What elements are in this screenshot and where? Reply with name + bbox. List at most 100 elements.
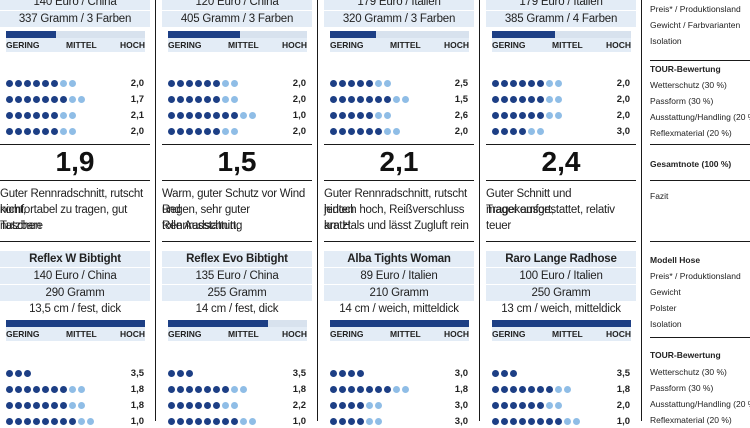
rating-dot bbox=[231, 80, 238, 87]
rating-dots bbox=[330, 110, 418, 122]
rating-score: 2,0 bbox=[292, 126, 306, 137]
rating-dot bbox=[24, 418, 31, 425]
legend-label: Ausstattung/Handling (20 %) bbox=[650, 112, 750, 122]
rating-dot bbox=[339, 370, 346, 377]
rating-score: 1,8 bbox=[454, 384, 468, 395]
isolation-meter: GERING MITTEL HOCH bbox=[168, 320, 307, 341]
rating-dot bbox=[402, 386, 409, 393]
scale-high: HOCH bbox=[281, 40, 307, 50]
rating-score: 1,7 bbox=[130, 94, 144, 105]
scale-mid: MITTEL bbox=[390, 329, 421, 339]
rating-dot bbox=[339, 96, 346, 103]
rating-dot bbox=[528, 418, 535, 425]
rating-dot bbox=[546, 96, 553, 103]
rating-dots bbox=[492, 78, 580, 90]
rating-dot bbox=[339, 402, 346, 409]
rating-dot bbox=[564, 402, 571, 409]
price-origin: 140 Euro / China bbox=[0, 0, 150, 10]
rating-dot bbox=[168, 386, 175, 393]
rating-dot bbox=[177, 112, 184, 119]
rating-dot bbox=[177, 370, 184, 377]
rating-dot bbox=[366, 96, 373, 103]
legend-divider bbox=[650, 241, 750, 242]
rating-dot bbox=[393, 370, 400, 377]
verdict-line: am Hals und lässt Zugluft rein bbox=[324, 220, 469, 232]
rating-score: 2,0 bbox=[616, 94, 630, 105]
rating-dot bbox=[186, 418, 193, 425]
rating-dot bbox=[195, 80, 202, 87]
rating-dot bbox=[15, 418, 22, 425]
rating-dot bbox=[213, 80, 220, 87]
rating-dot bbox=[510, 386, 517, 393]
meter-scale: GERING MITTEL HOCH bbox=[330, 327, 469, 341]
rating-dot bbox=[555, 96, 562, 103]
legend-divider bbox=[650, 180, 750, 181]
rating-dot bbox=[60, 96, 67, 103]
rating-dot bbox=[168, 370, 175, 377]
rating-dot bbox=[6, 128, 13, 135]
rating-dot bbox=[501, 96, 508, 103]
product-column-top: 179 Euro / Italien 320 Gramm / 3 Farben GE… bbox=[324, 0, 474, 421]
meter-scale: GERING MITTEL HOCH bbox=[492, 327, 631, 341]
scale-high: HOCH bbox=[281, 329, 307, 339]
rating-dot bbox=[33, 370, 40, 377]
rating-dot bbox=[222, 418, 229, 425]
rating-dot bbox=[204, 112, 211, 119]
section-divider bbox=[324, 241, 474, 242]
rating-dot bbox=[339, 386, 346, 393]
rating-dot bbox=[69, 418, 76, 425]
scale-high: HOCH bbox=[605, 329, 631, 339]
meter-fill bbox=[492, 320, 631, 327]
rating-dot bbox=[528, 128, 535, 135]
rating-dot bbox=[510, 80, 517, 87]
rating-dot bbox=[168, 112, 175, 119]
rating-dot bbox=[573, 370, 580, 377]
rating-row: 2,0 bbox=[168, 126, 306, 138]
rating-dot bbox=[168, 418, 175, 425]
rating-dot bbox=[204, 96, 211, 103]
overall-grade: 2,1 bbox=[379, 146, 419, 177]
rating-row: 2,0 bbox=[492, 110, 630, 122]
rating-dot bbox=[330, 112, 337, 119]
rating-dot bbox=[348, 418, 355, 425]
rating-score: 3,5 bbox=[130, 368, 144, 379]
rating-dot bbox=[42, 112, 49, 119]
rating-dot bbox=[573, 386, 580, 393]
legend-label: Polster bbox=[650, 303, 677, 313]
rating-dot bbox=[222, 128, 229, 135]
legend-heading: TOUR-Bewertung bbox=[650, 64, 721, 74]
rating-dot bbox=[492, 402, 499, 409]
rating-dot bbox=[240, 370, 247, 377]
rating-dot bbox=[546, 418, 553, 425]
rating-dot bbox=[537, 370, 544, 377]
scale-mid: MITTEL bbox=[66, 329, 97, 339]
scale-low: GERING bbox=[330, 40, 364, 50]
isolation-meter: GERING MITTEL HOCH bbox=[168, 31, 307, 52]
rating-dot bbox=[231, 370, 238, 377]
rating-dot bbox=[357, 386, 364, 393]
legend-label: Gewicht / Farbvarianten bbox=[650, 20, 741, 30]
rating-dot bbox=[177, 128, 184, 135]
rating-dot bbox=[231, 386, 238, 393]
rating-dot bbox=[492, 112, 499, 119]
rating-dot bbox=[330, 386, 337, 393]
rating-dot bbox=[24, 128, 31, 135]
rating-score: 3,0 bbox=[454, 368, 468, 379]
rating-dot bbox=[528, 80, 535, 87]
rating-dot bbox=[510, 370, 517, 377]
isolation-meter: GERING MITTEL HOCH bbox=[330, 320, 469, 341]
rating-row: 1,0 bbox=[492, 416, 630, 428]
section-divider bbox=[162, 180, 312, 181]
rating-dot bbox=[6, 370, 13, 377]
isolation-meter: GERING MITTEL HOCH bbox=[6, 31, 145, 52]
rating-dot bbox=[348, 402, 355, 409]
rating-dot bbox=[177, 418, 184, 425]
rating-dot bbox=[240, 402, 247, 409]
rating-dot bbox=[213, 418, 220, 425]
rating-dot bbox=[411, 370, 418, 377]
rating-dot bbox=[33, 80, 40, 87]
rating-dot bbox=[411, 386, 418, 393]
legend-divider bbox=[650, 60, 750, 61]
rating-dot bbox=[492, 418, 499, 425]
scale-mid: MITTEL bbox=[228, 40, 259, 50]
